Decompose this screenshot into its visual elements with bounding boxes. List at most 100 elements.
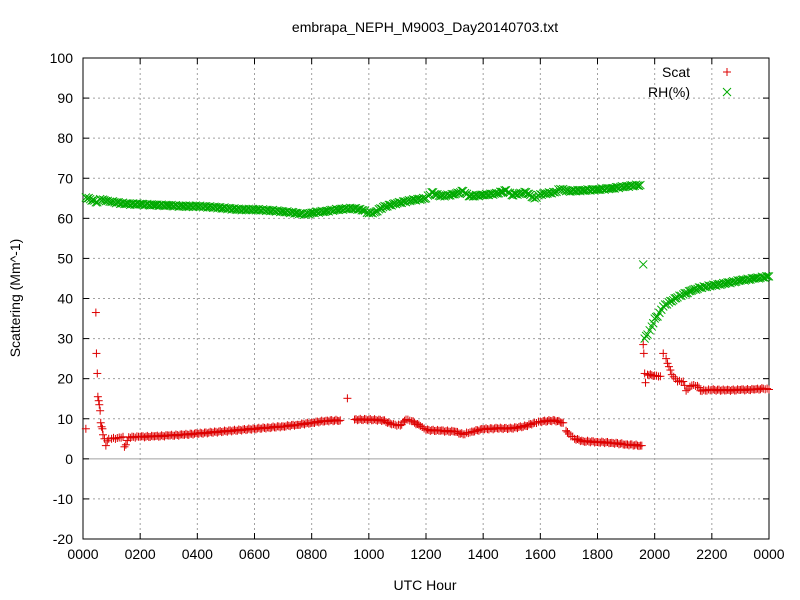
- scat-point: [94, 396, 103, 405]
- rh-point: [347, 204, 357, 213]
- x-tick-label: 0000: [67, 546, 98, 562]
- scat-point: [81, 424, 90, 433]
- x-tick-label: 0200: [125, 546, 156, 562]
- rh-point: [633, 181, 642, 190]
- x-tick-label: 0800: [296, 546, 327, 562]
- axes-layer: -20 -10 0 10 20 30 40 50 60 70 80 90 100 0000 0200 0400…: [50, 50, 785, 562]
- x-tick-label: 1000: [353, 546, 384, 562]
- rh-point: [651, 312, 661, 322]
- rh-point: [591, 185, 601, 194]
- x-tick-label: 2200: [696, 546, 727, 562]
- scat-point: [99, 430, 108, 439]
- scat-point: [334, 416, 343, 425]
- legend-marker: [722, 87, 732, 97]
- scat-point: [95, 400, 104, 409]
- legend-marker: [723, 68, 731, 76]
- scat-point: [91, 308, 100, 317]
- y-tick-label: 30: [57, 331, 73, 347]
- rh-point: [666, 296, 675, 306]
- scat-point: [343, 394, 352, 403]
- rh-point: [638, 260, 648, 269]
- rh-point: [530, 193, 539, 203]
- rh-point: [366, 208, 376, 217]
- scat-point: [101, 441, 110, 450]
- scat-point: [667, 370, 676, 379]
- scat-point: [680, 381, 689, 390]
- scat-point: [652, 371, 661, 380]
- scat-point: [97, 422, 106, 431]
- rh-point: [751, 273, 761, 283]
- rh-point: [761, 272, 771, 281]
- scat-point: [675, 376, 684, 385]
- scat-point: [103, 436, 112, 445]
- y-tick-label: 90: [57, 90, 73, 106]
- x-tick-label: 1200: [410, 546, 441, 562]
- rh-point: [375, 204, 385, 213]
- scat-point: [664, 362, 673, 371]
- scat-point: [563, 428, 572, 437]
- scat-point: [669, 372, 678, 381]
- scat-point: [666, 366, 675, 375]
- rh-point: [523, 189, 532, 199]
- x-tick-label: 0400: [182, 546, 213, 562]
- rh-point: [191, 201, 201, 211]
- rh-point: [634, 181, 644, 191]
- scat-point: [96, 418, 105, 427]
- y-axis-label: Scattering (Mm^-1): [7, 239, 23, 358]
- scat-point: [685, 382, 694, 391]
- rh-point: [686, 286, 695, 296]
- y-tick-label: 80: [57, 130, 73, 146]
- x-tick-label: 1600: [525, 546, 556, 562]
- rh-point: [548, 187, 558, 197]
- scat-point: [464, 429, 473, 438]
- scat-point: [763, 384, 772, 393]
- rh-point: [358, 205, 368, 215]
- scat-point: [765, 385, 773, 394]
- scat-point: [679, 377, 688, 386]
- scat-point: [98, 424, 107, 433]
- rh-point: [207, 202, 216, 212]
- y-tick-label: 10: [57, 411, 73, 427]
- scat-point: [93, 392, 102, 401]
- rh-point: [648, 318, 658, 328]
- y-tick-label: -20: [53, 531, 73, 547]
- rh-point: [325, 205, 335, 215]
- scat-point: [639, 349, 648, 358]
- y-tick-label: 100: [50, 50, 74, 66]
- grid-layer: [83, 58, 769, 539]
- rh-point: [764, 272, 774, 281]
- scat-point: [121, 440, 130, 449]
- scat-point: [659, 349, 668, 358]
- rh-point: [82, 194, 92, 203]
- x-tick-label: 2000: [639, 546, 670, 562]
- rh-point: [763, 271, 772, 281]
- scat-point: [336, 416, 345, 425]
- scat-point: [131, 433, 140, 442]
- scat-point: [682, 386, 691, 395]
- rh-point: [620, 182, 630, 192]
- x-axis-label: UTC Hour: [393, 577, 456, 593]
- scat-point: [117, 433, 126, 442]
- y-tick-label: 40: [57, 291, 73, 307]
- marks-layer: [81, 180, 774, 451]
- scat-point: [460, 430, 469, 439]
- rh-point: [413, 194, 422, 204]
- scat-point: [403, 415, 412, 424]
- y-tick-label: 0: [65, 451, 73, 467]
- y-tick-label: 20: [57, 371, 73, 387]
- scat-point: [532, 419, 541, 428]
- rh-point: [647, 322, 657, 331]
- plot-frame: [82, 57, 770, 540]
- rh-point: [640, 334, 650, 343]
- rh-point: [636, 180, 645, 190]
- rh-point: [427, 187, 437, 197]
- scat-point: [639, 340, 648, 349]
- rh-point: [357, 205, 367, 215]
- rh-point: [177, 201, 186, 211]
- legend-marker-rh: [722, 87, 732, 97]
- x-tick-label: 0000: [753, 546, 784, 562]
- rh-point: [643, 330, 652, 339]
- scat-point: [656, 372, 665, 381]
- rh-point: [534, 190, 543, 200]
- legend-label-scat: Scat: [662, 64, 690, 80]
